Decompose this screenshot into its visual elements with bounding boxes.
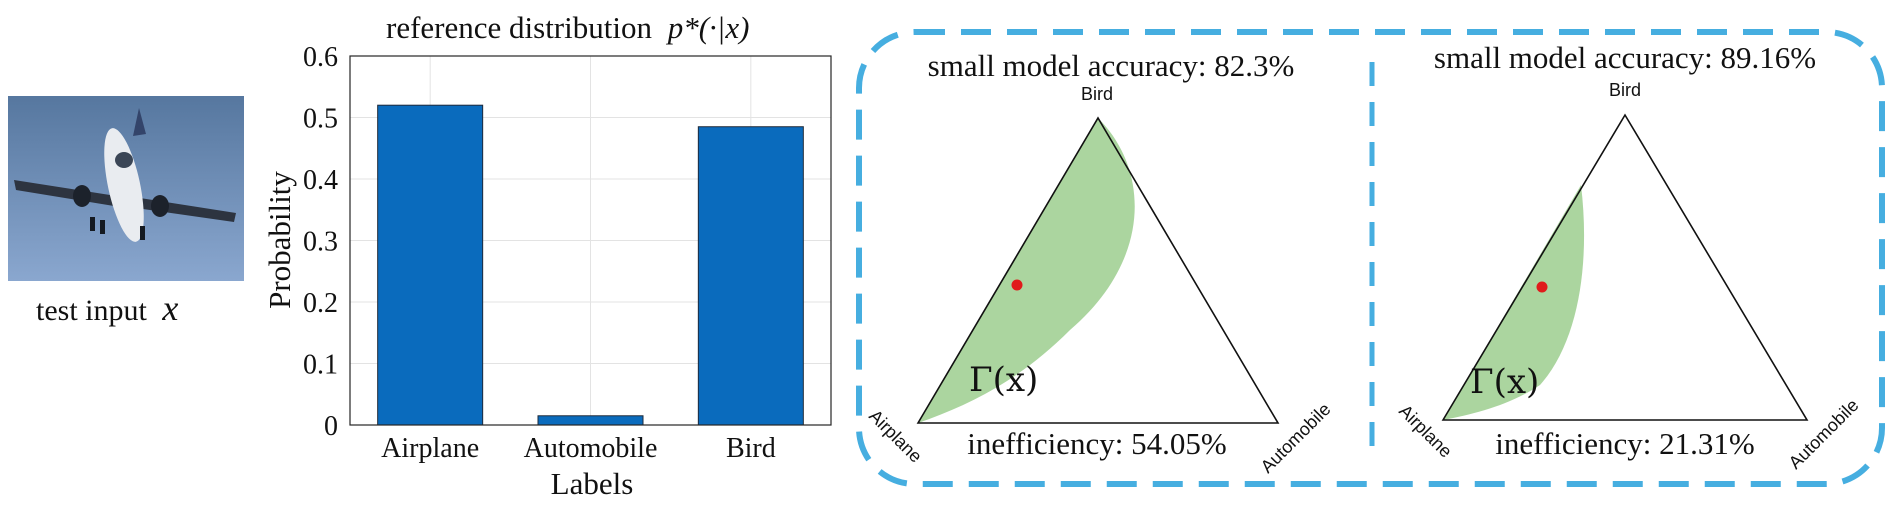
- x-tick-labels: Airplane Automobile Bird: [381, 433, 776, 464]
- simplex-triangle-2: [1441, 113, 1809, 421]
- bar-bird: [697, 126, 804, 426]
- prediction-set-region-1: [918, 118, 1135, 423]
- y-tick-label: 0.6: [303, 42, 338, 73]
- test-input-caption: test input x: [36, 288, 178, 328]
- set-label-1: Γ(x): [969, 360, 1038, 400]
- vertex-label-bird-2: Bird: [1609, 80, 1641, 100]
- x-tick-label-bird: Bird: [726, 433, 776, 464]
- inefficiency-text-1: inefficiency: 54.05%: [967, 426, 1226, 461]
- airplane-icon: [14, 108, 236, 242]
- y-tick-labels: 0 0.1 0.2 0.3 0.4 0.5 0.6: [303, 42, 338, 442]
- x-tick-label-airplane: Airplane: [381, 433, 479, 464]
- bar-automobile: [537, 415, 644, 426]
- simplex-panel-2: small model accuracy: 89.16% Bird Γ(x) A…: [1395, 40, 1862, 473]
- simplex-panel-1: small model accuracy: 82.3% Bird Γ(x) Ai…: [865, 48, 1334, 477]
- vertex-label-airplane-2: Airplane: [1395, 401, 1456, 462]
- vertex-label-automobile-1: Automobile: [1257, 399, 1335, 477]
- y-axis-label: Probability: [262, 171, 297, 309]
- y-tick-label: 0.4: [303, 165, 338, 196]
- bar-airplane: [377, 104, 484, 426]
- inefficiency-text-2: inefficiency: 21.31%: [1495, 426, 1754, 461]
- y-tick-label: 0.1: [303, 350, 338, 381]
- plot-frame: [349, 55, 832, 426]
- vertex-label-automobile-2: Automobile: [1785, 395, 1863, 473]
- simplex-triangle-1: [916, 116, 1280, 424]
- vertex-label-bird-1: Bird: [1081, 84, 1113, 104]
- test-input-panel: test input x: [8, 96, 244, 328]
- dashed-border: [856, 29, 1885, 487]
- x-axis-label: Labels: [551, 466, 634, 501]
- chart-title: reference distribution p*(·|x): [386, 10, 749, 45]
- x-tick-label-automobile: Automobile: [524, 433, 658, 464]
- y-tick-label: 0: [324, 411, 338, 442]
- reference-point-1: [1011, 279, 1023, 291]
- chart-bars: [377, 104, 804, 426]
- reference-point-2: [1536, 281, 1548, 293]
- bar-chart: reference distribution p*(·|x) 0 0.1 0.2 0.…: [262, 10, 832, 501]
- y-tick-label: 0.3: [303, 227, 338, 258]
- y-tick-label: 0.2: [303, 288, 338, 319]
- accuracy-text-1: small model accuracy: 82.3%: [928, 48, 1295, 83]
- set-label-2: Γ(x): [1470, 362, 1539, 402]
- y-tick-label: 0.5: [303, 104, 338, 135]
- vertex-label-airplane-1: Airplane: [865, 406, 926, 467]
- accuracy-text-2: small model accuracy: 89.16%: [1434, 40, 1816, 75]
